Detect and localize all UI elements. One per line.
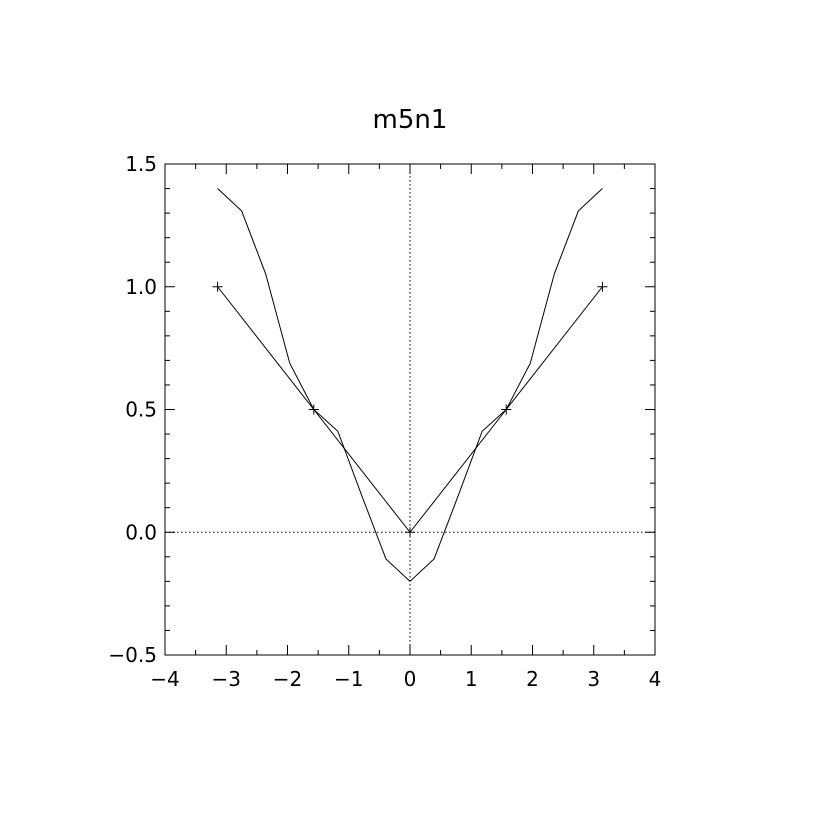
x-tick-label: −2 bbox=[273, 667, 302, 691]
x-tick-label: 1 bbox=[465, 667, 478, 691]
x-tick-label: 0 bbox=[404, 667, 417, 691]
y-tick-label: −0.5 bbox=[108, 643, 157, 667]
axis-ticks bbox=[164, 163, 656, 656]
y-tick-label: 1.0 bbox=[125, 275, 157, 299]
chart-title: m5n1 bbox=[373, 105, 448, 135]
x-tick-label: 3 bbox=[587, 667, 600, 691]
plus-marker bbox=[405, 527, 415, 538]
y-tick-label: 1.5 bbox=[125, 152, 157, 176]
plus-marker bbox=[308, 404, 319, 415]
series-1-line bbox=[217, 188, 603, 583]
y-tick-label: 0.0 bbox=[125, 520, 157, 544]
plus-marker bbox=[212, 281, 223, 292]
plus-marker bbox=[501, 404, 512, 415]
plus-marker bbox=[597, 281, 608, 292]
y-tick-labels: −0.5 0.0 0.5 1.0 1.5 bbox=[108, 152, 157, 667]
x-tick-labels: −4 −3 −2 −1 0 1 2 3 4 bbox=[150, 667, 661, 691]
x-tick-label: −3 bbox=[212, 667, 241, 691]
x-tick-label: −4 bbox=[150, 667, 179, 691]
x-tick-label: −1 bbox=[334, 667, 363, 691]
series-group bbox=[212, 188, 608, 583]
y-tick-label: 0.5 bbox=[125, 398, 157, 422]
x-tick-label: 2 bbox=[526, 667, 539, 691]
x-tick-label: 4 bbox=[649, 667, 662, 691]
